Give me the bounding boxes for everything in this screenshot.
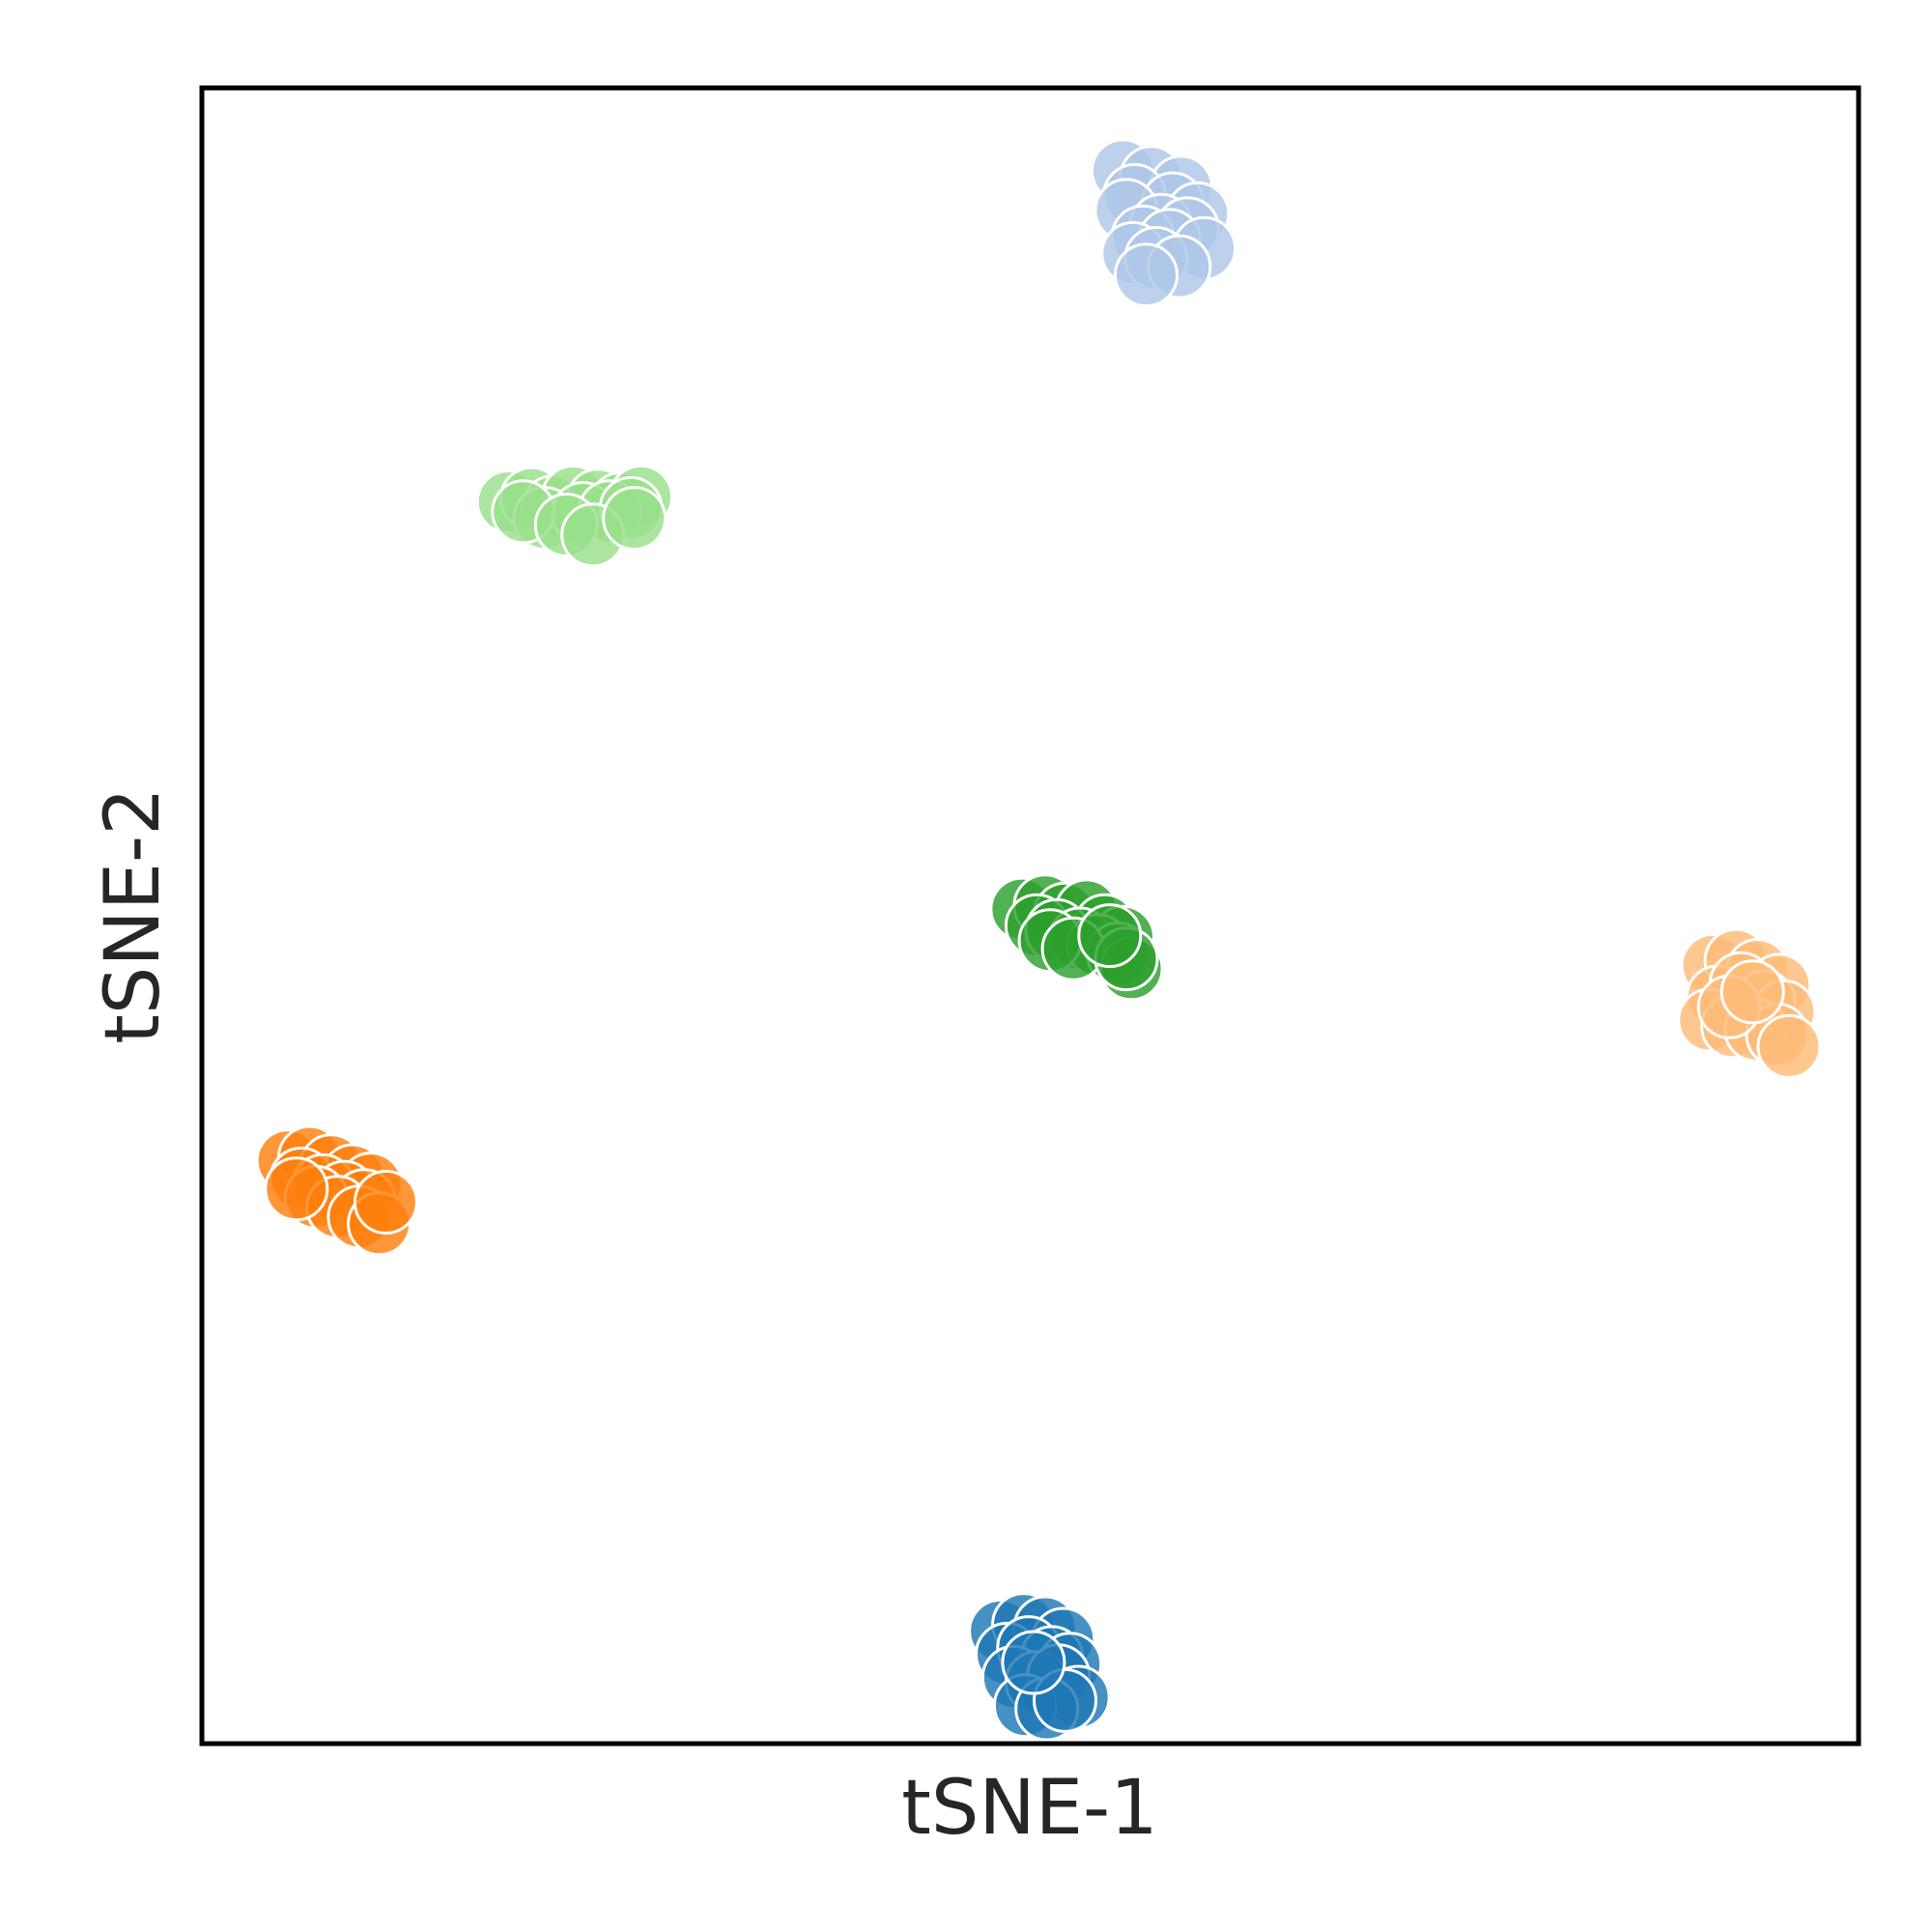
scatter-point (1756, 1013, 1822, 1079)
series-3 (989, 873, 1164, 1002)
y-axis-label: tSNE-2 (90, 787, 177, 1044)
series-2 (475, 464, 673, 568)
x-axis-label: tSNE-1 (901, 1765, 1158, 1852)
scatter-point (1114, 242, 1179, 308)
scatter-point (1719, 959, 1785, 1025)
scatter-point (1001, 1630, 1066, 1695)
series-6 (968, 1592, 1111, 1742)
scatter-point (264, 1156, 329, 1222)
scatter-point (602, 486, 668, 552)
scatter-point (353, 1170, 418, 1235)
plot-frame (199, 85, 1861, 1747)
series-1 (1091, 138, 1237, 308)
scatter-point (1077, 903, 1143, 969)
series-4 (1677, 927, 1822, 1079)
series-5 (255, 1124, 418, 1257)
points-layer (255, 138, 1822, 1742)
